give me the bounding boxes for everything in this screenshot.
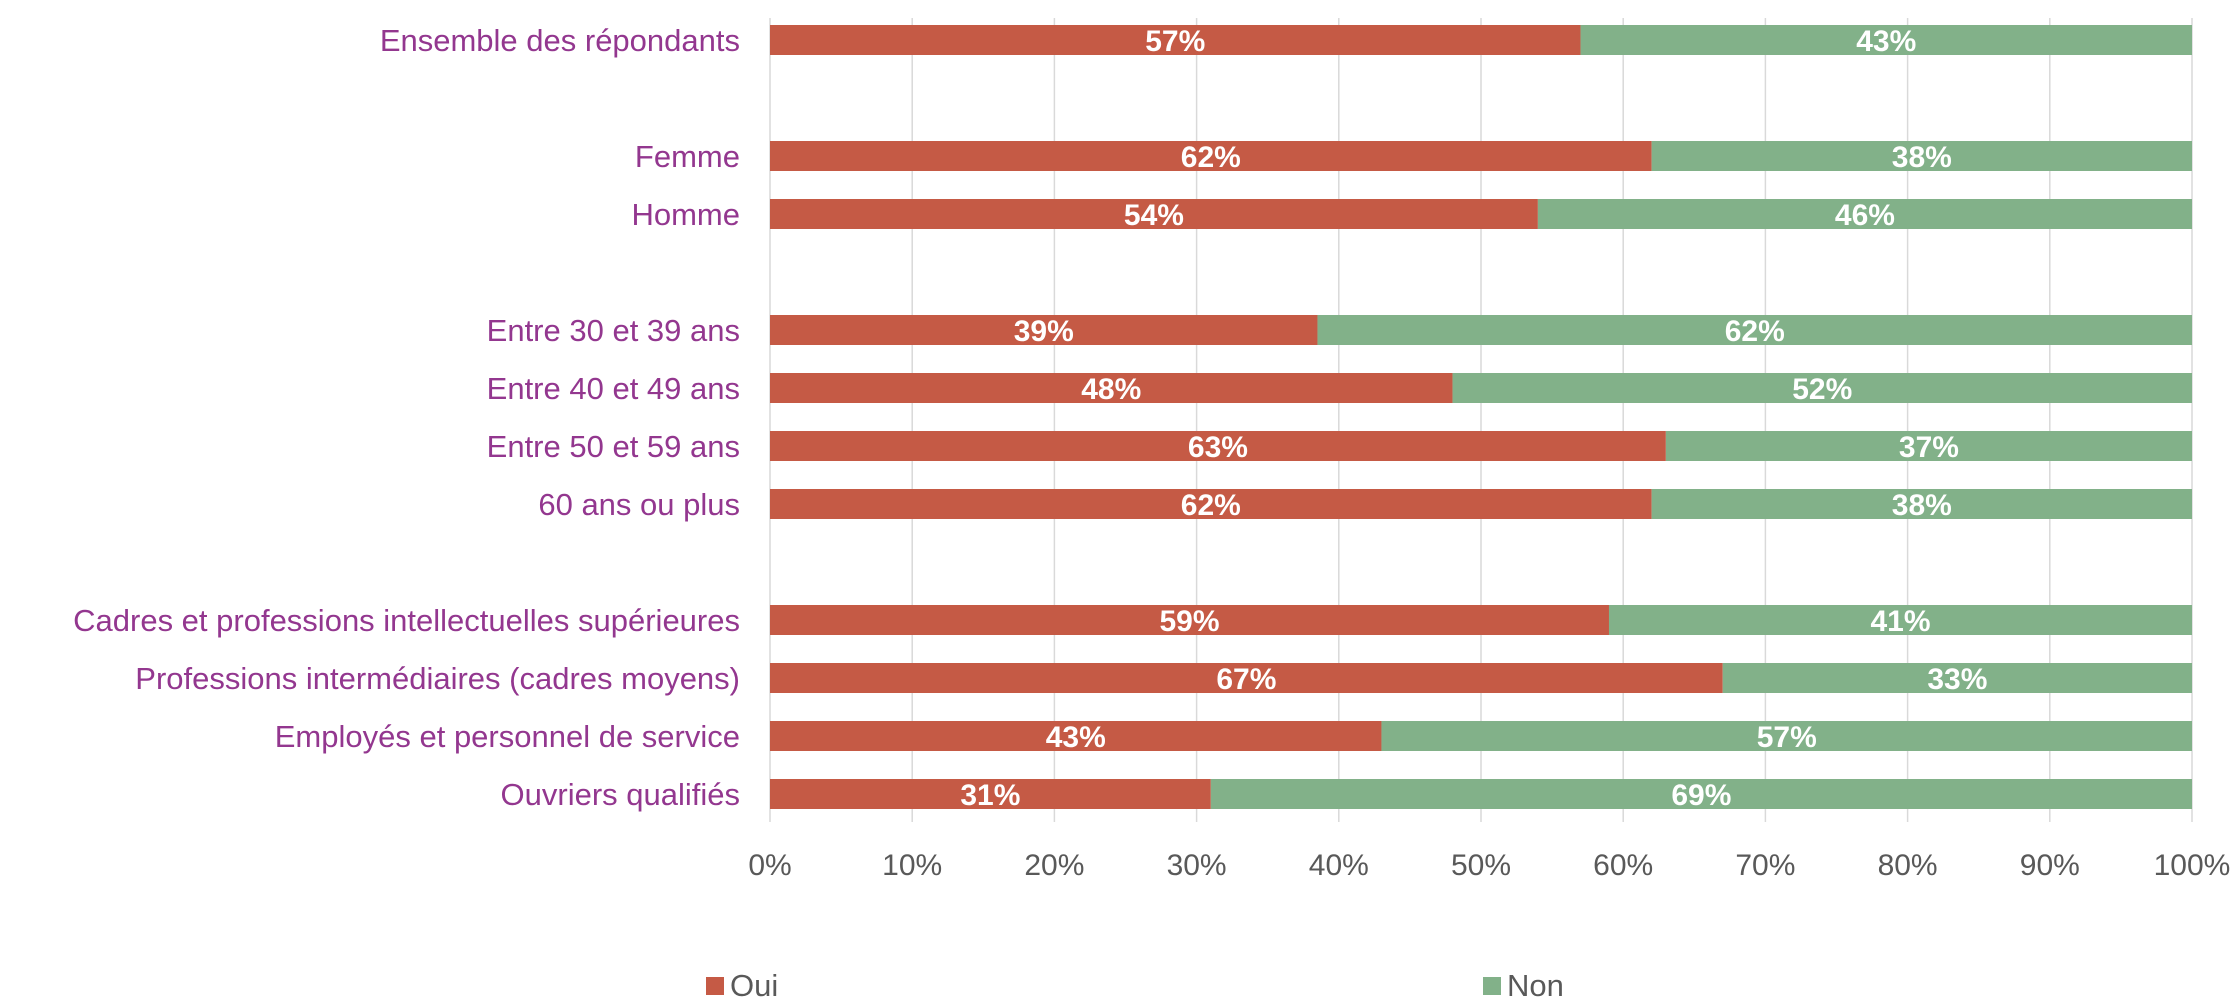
gridlines	[769, 18, 2193, 822]
category-label: Entre 40 et 49 ans	[487, 371, 740, 406]
x-tick-label: 80%	[1878, 849, 1938, 882]
x-tick-label: 0%	[748, 849, 791, 882]
bar-segment-oui	[770, 489, 1652, 519]
bar-segment-oui	[770, 199, 1538, 229]
bar-segment-non	[1651, 141, 2192, 171]
bar-segment-oui	[770, 605, 1609, 635]
category-label: Entre 30 et 39 ans	[487, 313, 740, 348]
bar-segment-oui	[770, 141, 1652, 171]
data-label: 59%	[1159, 605, 1219, 638]
bar-segment-non	[1452, 373, 2192, 403]
data-label: 43%	[1046, 721, 1106, 754]
data-label: 43%	[1856, 25, 1916, 58]
data-label: 33%	[1927, 663, 1987, 696]
category-label: Ouvriers qualifiés	[501, 777, 740, 812]
bar-segment-non	[1580, 25, 2192, 55]
bar-segment-non	[1381, 721, 2192, 751]
legend-swatch-non	[1483, 977, 1501, 995]
data-label: 62%	[1181, 141, 1241, 174]
bar-segment-oui	[770, 779, 1211, 809]
x-tick-label: 90%	[2020, 849, 2080, 882]
category-label: Cadres et professions intellectuelles su…	[73, 603, 740, 638]
x-tick-label: 10%	[882, 849, 942, 882]
x-tick-label: 20%	[1024, 849, 1084, 882]
category-label: Employés et personnel de service	[275, 719, 740, 754]
x-tick-label: 60%	[1593, 849, 1653, 882]
bar-segment-oui	[770, 663, 1723, 693]
legend-swatch-oui	[706, 977, 724, 995]
bar-segment-oui	[770, 25, 1581, 55]
data-label: 54%	[1124, 199, 1184, 232]
data-label: 57%	[1757, 721, 1817, 754]
x-axis-tick-labels: 0% 10% 20% 30% 40% 50% 60% 70% 80% 90% 100%	[748, 849, 2230, 882]
category-label: Homme	[631, 197, 740, 232]
bar-segment-non	[1651, 489, 2192, 519]
data-label: 48%	[1081, 373, 1141, 406]
bar-segment-oui	[770, 373, 1453, 403]
category-labels: Ensemble des répondants Femme Homme Entre 3…	[73, 23, 740, 812]
data-label: 69%	[1671, 779, 1731, 812]
bar-segment-non	[1537, 199, 2192, 229]
bars: 57% 43% 62% 38% 54% 46% 39% 62% 48% 52% 63% 37% 62% 3…	[770, 25, 2192, 812]
bar-segment-non	[1608, 605, 2192, 635]
category-label: Femme	[635, 139, 740, 174]
data-label: 52%	[1792, 373, 1852, 406]
data-label: 67%	[1216, 663, 1276, 696]
bar-segment-non	[1210, 779, 2192, 809]
data-label: 62%	[1181, 489, 1241, 522]
bar-segment-non	[1317, 315, 2192, 345]
bar-segment-non	[1665, 431, 2192, 461]
x-tick-label: 30%	[1167, 849, 1227, 882]
legend-label: Non	[1507, 968, 1564, 999]
bar-segment-non	[1722, 663, 2192, 693]
data-label: 39%	[1014, 315, 1074, 348]
legend-label: Oui	[730, 968, 778, 999]
data-label: 31%	[960, 779, 1020, 812]
category-label: Ensemble des répondants	[380, 23, 740, 58]
data-label: 62%	[1725, 315, 1785, 348]
data-label: 46%	[1835, 199, 1895, 232]
data-label: 37%	[1899, 431, 1959, 464]
data-label: 38%	[1892, 141, 1952, 174]
bar-segment-oui	[770, 431, 1666, 461]
data-label: 41%	[1870, 605, 1930, 638]
category-label: 60 ans ou plus	[538, 487, 740, 522]
x-tick-label: 50%	[1451, 849, 1511, 882]
category-label: Professions intermédiaires (cadres moyen…	[135, 661, 740, 696]
bar-segment-oui	[770, 721, 1382, 751]
legend: Oui Non	[706, 968, 1564, 999]
x-tick-label: 70%	[1735, 849, 1795, 882]
data-label: 63%	[1188, 431, 1248, 464]
x-tick-label: 40%	[1309, 849, 1369, 882]
data-label: 57%	[1145, 25, 1205, 58]
category-label: Entre 50 et 59 ans	[487, 429, 740, 464]
data-label: 38%	[1892, 489, 1952, 522]
bar-segment-oui	[770, 315, 1318, 345]
x-tick-label: 100%	[2154, 849, 2231, 882]
